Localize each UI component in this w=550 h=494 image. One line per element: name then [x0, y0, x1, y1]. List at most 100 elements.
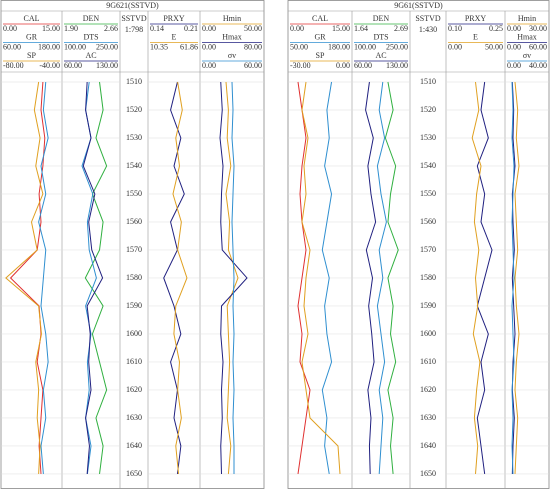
scale-max: 50.00: [244, 24, 262, 33]
curve-name: E: [473, 32, 478, 41]
log-curve: [231, 81, 235, 474]
depth-tick-label: 1550: [126, 189, 142, 198]
log-curve: [9, 81, 46, 474]
depth-tick-label: 1540: [126, 161, 142, 170]
log-curve: [384, 81, 399, 475]
depth-tick-label: 1510: [126, 77, 142, 86]
scale-max: 130.00: [96, 61, 118, 70]
scale-min: -80.00: [3, 61, 24, 70]
scale-min: 0.00: [507, 42, 521, 51]
scale-max: 180.00: [328, 42, 350, 51]
curve-name: σv: [228, 51, 236, 60]
log-curve: [172, 81, 188, 475]
scale-min: 0.00: [290, 24, 304, 33]
log-curve: [297, 81, 311, 475]
depth-tick-label: 1610: [126, 357, 142, 366]
scale-min: 10.35: [150, 42, 168, 51]
scale-max: 0.25: [489, 24, 503, 33]
scale-min: 0.00: [202, 24, 216, 33]
depth-tick-label: 1520: [420, 105, 436, 114]
scale-max: 2.69: [394, 24, 408, 33]
depth-tick-label: 1640: [420, 441, 436, 450]
depth-label: SSTVD: [415, 14, 441, 23]
depth-tick-label: 1650: [420, 469, 436, 478]
curve-name: PRXY: [163, 14, 185, 23]
log-curve: [5, 81, 44, 474]
log-curve: [82, 81, 104, 475]
depth-tick-label: 1630: [126, 413, 142, 422]
scale-min: 50.00: [290, 42, 308, 51]
depth-tick-label: 1600: [420, 329, 436, 338]
scale-max: 30.00: [529, 24, 547, 33]
log-curve: [511, 81, 515, 474]
depth-tick-label: 1570: [126, 245, 142, 254]
curve-name: Hmax: [517, 32, 537, 41]
scale-min: 60.00: [354, 61, 372, 70]
scale-max: 2.66: [104, 24, 118, 33]
log-curve: [84, 81, 108, 475]
depth-tick-label: 1590: [126, 301, 142, 310]
scale-min: 0.10: [448, 24, 462, 33]
log-curve: [471, 81, 482, 474]
scale-min: 0.00: [507, 24, 521, 33]
curve-name: DTS: [83, 32, 98, 41]
log-curve: [301, 81, 341, 474]
scale-max: 250.00: [386, 42, 408, 51]
depth-tick-label: 1520: [126, 105, 142, 114]
scale-max: 61.86: [180, 42, 198, 51]
depth-scale: 1:430: [419, 25, 437, 34]
depth-scale: 1:798: [125, 25, 143, 34]
curve-name: AC: [375, 51, 386, 60]
curve-name: GR: [314, 32, 326, 41]
depth-tick-label: 1560: [420, 217, 436, 226]
curve-name: DTS: [373, 32, 388, 41]
log-curve: [225, 81, 239, 475]
panel-frame: [287, 0, 550, 489]
log-curve: [163, 81, 185, 475]
scale-min: 0.14: [150, 24, 164, 33]
scale-max: 80.00: [244, 42, 262, 51]
depth-tick-label: 1550: [420, 189, 436, 198]
depth-tick-label: 1510: [420, 77, 436, 86]
depth-tick-label: 1530: [420, 133, 436, 142]
log-curve: [511, 81, 516, 474]
scale-max: -40.00: [39, 61, 60, 70]
curve-name: E: [172, 32, 177, 41]
curve-name: Hmax: [222, 32, 242, 41]
curve-name: AC: [85, 51, 96, 60]
log-curve: [514, 81, 520, 474]
log-curve: [219, 81, 248, 474]
scale-max: 50.00: [485, 42, 503, 51]
scale-min: 60.00: [64, 61, 82, 70]
scale-min: 0.00: [202, 61, 216, 70]
scale-min: 0.00: [507, 61, 521, 70]
curve-name: DEN: [373, 14, 390, 23]
scale-min: -30.00: [290, 61, 311, 70]
scale-max: 250.00: [96, 42, 118, 51]
panel-title: 9G61(SSTVD): [394, 1, 443, 10]
scale-max: 40.00: [529, 61, 547, 70]
scale-max: 130.00: [386, 61, 408, 70]
depth-tick-label: 1630: [420, 413, 436, 422]
panel-title: 9G621(SSTVD): [106, 1, 159, 10]
scale-min: 100.00: [64, 42, 86, 51]
scale-min: 0.00: [448, 42, 462, 51]
depth-tick-label: 1570: [420, 245, 436, 254]
curve-name: DEN: [83, 14, 100, 23]
depth-tick-label: 1530: [126, 133, 142, 142]
depth-tick-label: 1540: [420, 161, 436, 170]
depth-tick-label: 1590: [420, 301, 436, 310]
depth-tick-label: 1580: [420, 273, 436, 282]
curve-name: σv: [523, 51, 531, 60]
depth-tick-label: 1640: [126, 441, 142, 450]
scale-min: 0.00: [202, 42, 216, 51]
log-curve: [376, 81, 387, 474]
scale-max: 180.00: [38, 42, 60, 51]
scale-max: 0.00: [336, 61, 350, 70]
curve-name: CAL: [312, 14, 328, 23]
depth-tick-label: 1650: [126, 469, 142, 478]
curve-name: SP: [27, 51, 36, 60]
curve-name: PRXY: [465, 14, 487, 23]
scale-min: 100.00: [354, 42, 376, 51]
